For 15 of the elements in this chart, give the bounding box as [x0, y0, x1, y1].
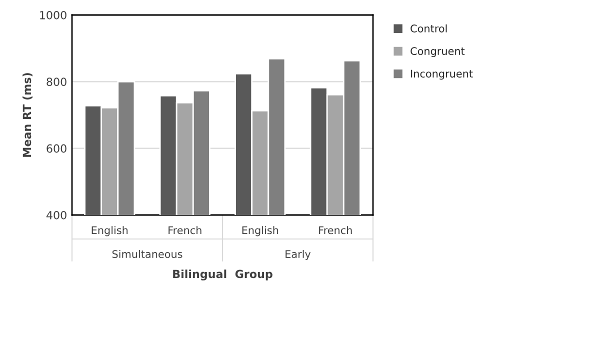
text: Early	[286, 250, 311, 260]
legend-label: Congruent	[410, 47, 465, 58]
legend-label: Incongruent	[411, 70, 473, 80]
x-tick-label: English	[242, 226, 278, 236]
x-tick-label: French	[168, 226, 202, 234]
y-tick-label: 1000	[40, 10, 66, 20]
y-tick-label: 600	[46, 144, 66, 153]
legend-label: Control	[410, 24, 447, 32]
y-tick-label: 800	[46, 78, 66, 86]
y-tick-label: 400	[46, 210, 66, 220]
x-tick-label: English	[92, 226, 128, 236]
x-axis-title: Bilingual Group	[173, 270, 272, 280]
text: Simultaneous	[112, 250, 182, 258]
y-axis-title: Mean RT (ms)	[22, 73, 32, 157]
x-tick-label: French	[319, 226, 352, 234]
